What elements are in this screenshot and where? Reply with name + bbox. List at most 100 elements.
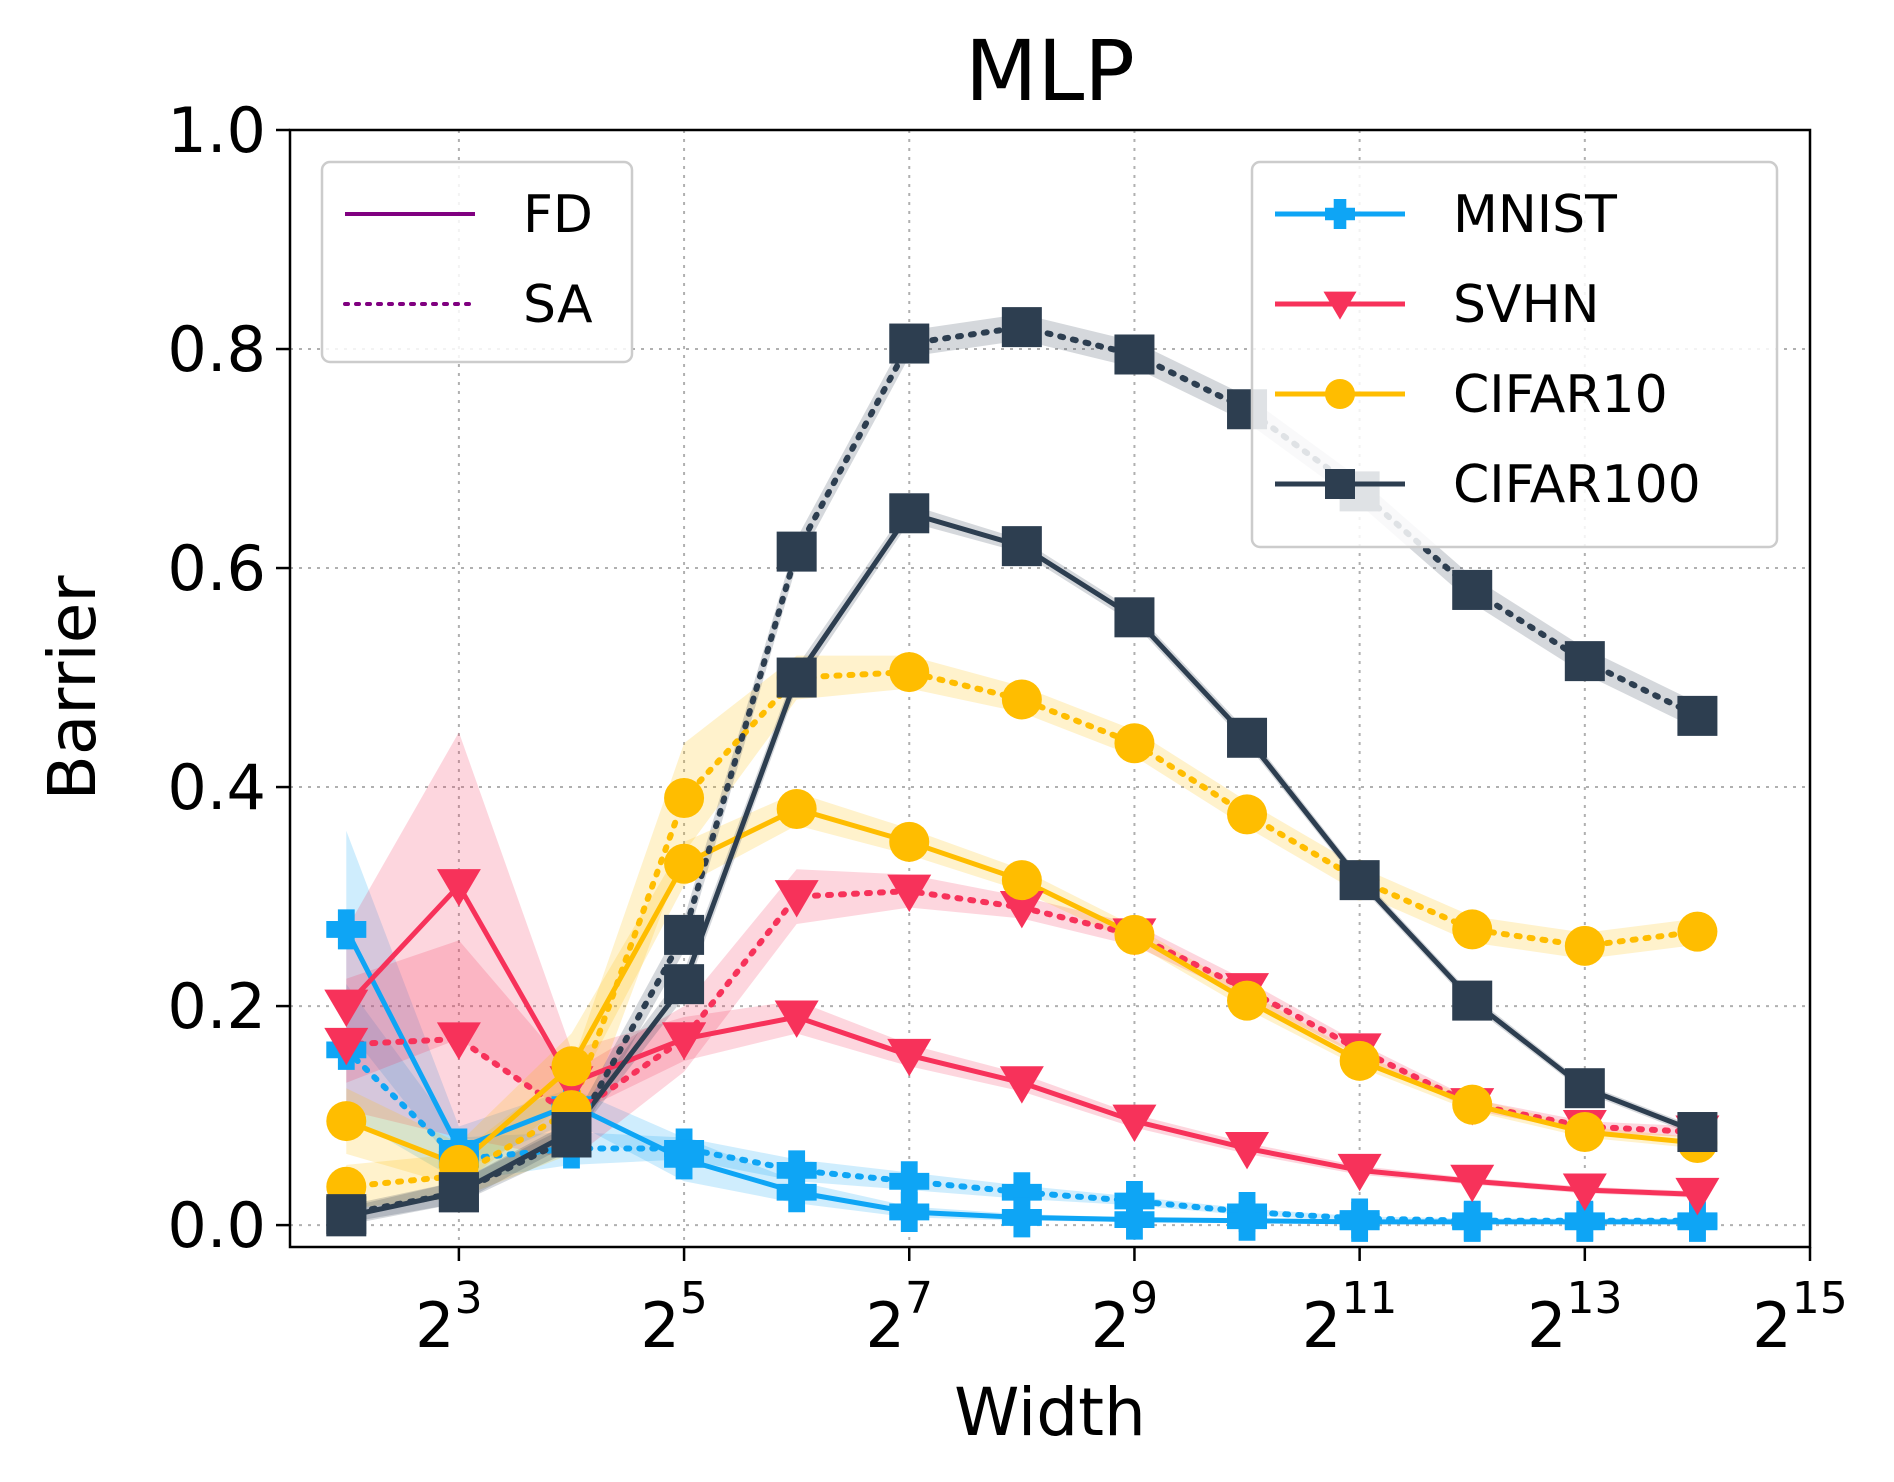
y-tick-label: 0.6	[167, 532, 266, 605]
svhn-fd-point	[1562, 1173, 1607, 1211]
x-tick-label: 213	[1527, 1273, 1622, 1362]
plot-frame	[288, 128, 1812, 1249]
svhn-fd-point	[1225, 1131, 1270, 1170]
x-axis-label: Width	[954, 1374, 1146, 1451]
svhn-sa-point	[324, 1027, 369, 1066]
svhn-fd-point	[436, 869, 481, 907]
mnist-fd-point	[1677, 1201, 1718, 1242]
cifar10-sa-point	[1227, 794, 1268, 835]
cifar100-sa-point	[664, 914, 705, 955]
svhn-sa-band	[346, 869, 1698, 1160]
cifar100-sa-point	[1001, 307, 1042, 348]
x-tick-label: 25	[640, 1273, 707, 1362]
cifar100-fd-point	[326, 1196, 367, 1237]
mnist-sa-point	[1001, 1172, 1042, 1213]
x-tick-label: 27	[866, 1273, 933, 1362]
legend-cifar10-marker	[1325, 379, 1355, 409]
mnist-fd-point	[326, 909, 367, 950]
svhn-fd-point	[662, 1022, 707, 1060]
cifar100-fd-point	[1339, 860, 1380, 901]
legend-mnist-marker	[1325, 199, 1355, 229]
x-tick-label: 23	[415, 1273, 482, 1362]
cifar10-fd-point	[1114, 914, 1155, 955]
axis-ticks: 0.0 0.2 0.4 0.6 0.8 1.0 23 25 27 29 211 213 215	[167, 94, 1847, 1362]
svhn-sa-point	[436, 1022, 481, 1060]
legend-svhn-marker	[1323, 291, 1357, 320]
cifar100-fd-point	[1114, 597, 1155, 638]
cifar100-fd-point	[1677, 1112, 1718, 1153]
mnist-fd-point	[664, 1139, 705, 1180]
cifar10-sa-point	[1677, 911, 1718, 952]
cifar10-fd-point	[889, 821, 930, 862]
svhn-sa-point	[774, 880, 819, 918]
dataset-legend-entries: MNIST SVHN CIFAR10 CIFAR100	[1275, 185, 1701, 515]
x-tick-label: 215	[1752, 1273, 1847, 1362]
svhn-fd-point	[1337, 1153, 1382, 1192]
cifar10-sa-point	[889, 652, 930, 693]
cifar10-fd-point	[1339, 1040, 1380, 1081]
cifar100-sa-point	[1564, 641, 1605, 682]
y-tick-label: 1.0	[167, 94, 266, 167]
cifar100-fd-point	[664, 964, 705, 1005]
cifar100-sa-point	[1677, 695, 1718, 736]
mnist-fd-point	[1452, 1201, 1493, 1242]
cifar100-sa-point	[1114, 334, 1155, 375]
mnist-fd-point	[1339, 1201, 1380, 1242]
svhn-fd-point	[1112, 1104, 1157, 1142]
cifar10-fd-point	[1227, 980, 1268, 1021]
mnist-sa-point	[776, 1150, 817, 1191]
cifar100-fd-point	[438, 1172, 479, 1213]
svhn-fd-point	[774, 1000, 819, 1038]
cifar10-fd-point	[776, 788, 817, 829]
x-tick-label: 29	[1091, 1273, 1158, 1362]
mnist-fd-point	[776, 1172, 817, 1213]
y-axis-label: Barrier	[34, 575, 111, 801]
cifar10-sa-point	[1114, 723, 1155, 764]
mnist-fd-point	[1227, 1200, 1268, 1241]
cifar100-sa-point	[776, 531, 817, 572]
y-tick-label: 0.0	[167, 1189, 266, 1262]
legend-fd-label: FD	[523, 185, 593, 245]
cifar100-fd-point	[1452, 980, 1493, 1021]
cifar10-sa-point	[1452, 909, 1493, 950]
cifar100-sa-point	[889, 323, 930, 364]
cifar10-fd-point	[1564, 1112, 1605, 1153]
svhn-fd-point	[324, 989, 369, 1027]
svhn-fd-point	[1675, 1177, 1720, 1216]
cifar100-fd-point	[889, 493, 930, 534]
dataset-legend-box	[1250, 160, 1779, 549]
cifar10-fd-point	[326, 1101, 367, 1142]
legend-sa-label: SA	[523, 275, 593, 335]
dataset-legend: MNIST SVHN CIFAR10 CIFAR100	[1250, 160, 1779, 549]
cifar10-sa-point	[1564, 925, 1605, 966]
cifar10-sa-point	[664, 778, 705, 819]
legend-cifar100-label: CIFAR100	[1453, 455, 1701, 515]
svhn-sa-point	[999, 891, 1044, 929]
mnist-fd-point	[889, 1191, 930, 1232]
x-tick-label: 211	[1302, 1273, 1397, 1362]
cifar10-sa-point	[1001, 679, 1042, 720]
mnist-fd-point	[1114, 1199, 1155, 1240]
legend-mnist-label: MNIST	[1453, 185, 1617, 245]
cifar10-fd-point	[1001, 860, 1042, 901]
cifar100-fd-point	[1227, 717, 1268, 758]
y-tick-label: 0.2	[167, 970, 266, 1043]
svhn-fd-point	[999, 1066, 1044, 1104]
svhn-fd-point	[887, 1038, 932, 1077]
cifar100-fd-point	[551, 1112, 592, 1153]
legend-cifar10-label: CIFAR10	[1453, 365, 1668, 425]
cifar100-fd-point	[1001, 526, 1042, 567]
legend-cifar100-marker	[1325, 469, 1355, 499]
svhn-fd-point	[1450, 1164, 1495, 1203]
cifar10-fd-point	[1452, 1084, 1493, 1125]
cifar10-fd-point	[551, 1046, 592, 1087]
y-tick-label: 0.4	[167, 751, 266, 824]
mnist-fd-point	[1001, 1197, 1042, 1238]
method-legend: FD SA	[320, 160, 634, 364]
chart-title: MLP	[965, 22, 1135, 120]
cifar100-sa-point	[1452, 569, 1493, 610]
y-tick-label: 0.8	[167, 313, 266, 386]
mnist-sa-point	[889, 1161, 930, 1202]
legend-svhn-label: SVHN	[1453, 275, 1600, 335]
